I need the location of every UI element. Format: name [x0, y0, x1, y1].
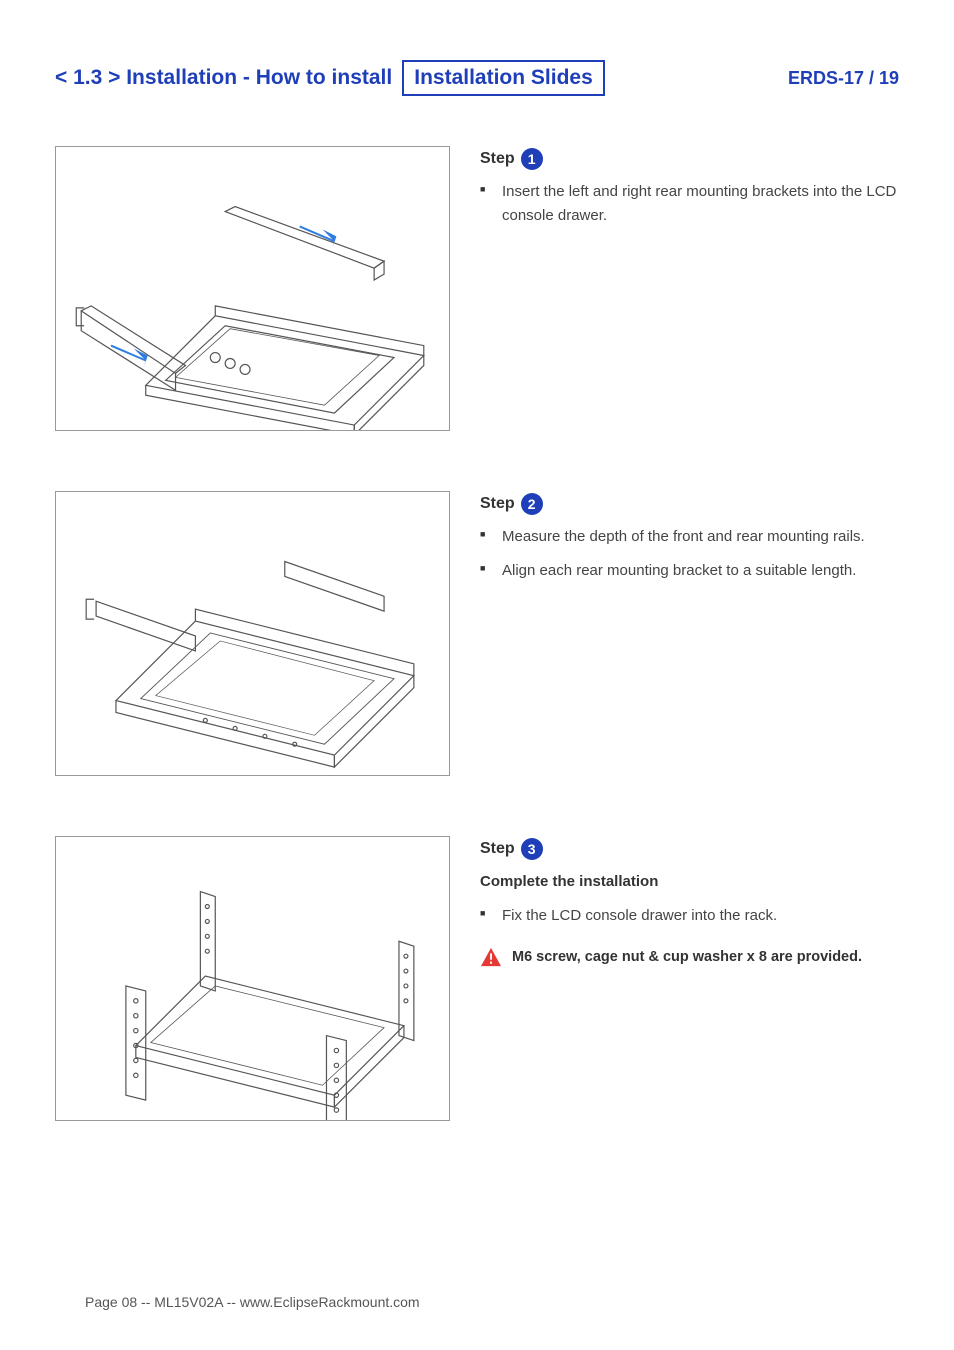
- list-item: Align each rear mounting bracket to a su…: [480, 559, 899, 583]
- warning-icon: [480, 947, 502, 967]
- heading-prefix: < 1.3 > Installation - How to install: [55, 66, 392, 90]
- step-1-row: Step 1 Insert the left and right rear mo…: [55, 146, 899, 431]
- list-item: Fix the LCD console drawer into the rack…: [480, 904, 899, 928]
- warning-text: M6 screw, cage nut & cup washer x 8 are …: [512, 946, 862, 969]
- step-word: Step: [480, 836, 515, 862]
- step-1-label: Step 1: [480, 146, 899, 172]
- step-2-text: Step 2 Measure the depth of the front an…: [480, 491, 899, 593]
- list-item: Insert the left and right rear mounting …: [480, 180, 899, 228]
- heading-row: < 1.3 > Installation - How to install In…: [55, 60, 899, 96]
- step-2-bullets: Measure the depth of the front and rear …: [480, 525, 899, 583]
- page: < 1.3 > Installation - How to install In…: [0, 0, 954, 1350]
- warning-row: M6 screw, cage nut & cup washer x 8 are …: [480, 946, 899, 969]
- drawer-assembled-icon: [56, 492, 449, 775]
- step-3-row: Step 3 Complete the installation Fix the…: [55, 836, 899, 1121]
- step-1-text: Step 1 Insert the left and right rear mo…: [480, 146, 899, 238]
- model-code: ERDS-17 / 19: [788, 68, 899, 89]
- step-word: Step: [480, 491, 515, 517]
- step-2-label: Step 2: [480, 491, 899, 517]
- step-word: Step: [480, 146, 515, 172]
- step-3-figure: [55, 836, 450, 1121]
- heading-left: < 1.3 > Installation - How to install In…: [55, 60, 605, 96]
- drawer-rack-icon: [56, 837, 449, 1120]
- step-3-subhead: Complete the installation: [480, 870, 899, 894]
- page-footer: Page 08 -- ML15V02A -- www.EclipseRackmo…: [85, 1294, 420, 1310]
- step-2-badge: 2: [521, 493, 543, 515]
- step-2-figure: [55, 491, 450, 776]
- list-item: Measure the depth of the front and rear …: [480, 525, 899, 549]
- step-3-text: Step 3 Complete the installation Fix the…: [480, 836, 899, 969]
- step-1-bullets: Insert the left and right rear mounting …: [480, 180, 899, 228]
- drawer-arrows-icon: [56, 147, 449, 430]
- step-1-figure: [55, 146, 450, 431]
- step-2-row: Step 2 Measure the depth of the front an…: [55, 491, 899, 776]
- step-3-badge: 3: [521, 838, 543, 860]
- step-3-label: Step 3: [480, 836, 899, 862]
- step-1-badge: 1: [521, 148, 543, 170]
- heading-boxed: Installation Slides: [402, 60, 605, 96]
- step-3-bullets: Fix the LCD console drawer into the rack…: [480, 904, 899, 928]
